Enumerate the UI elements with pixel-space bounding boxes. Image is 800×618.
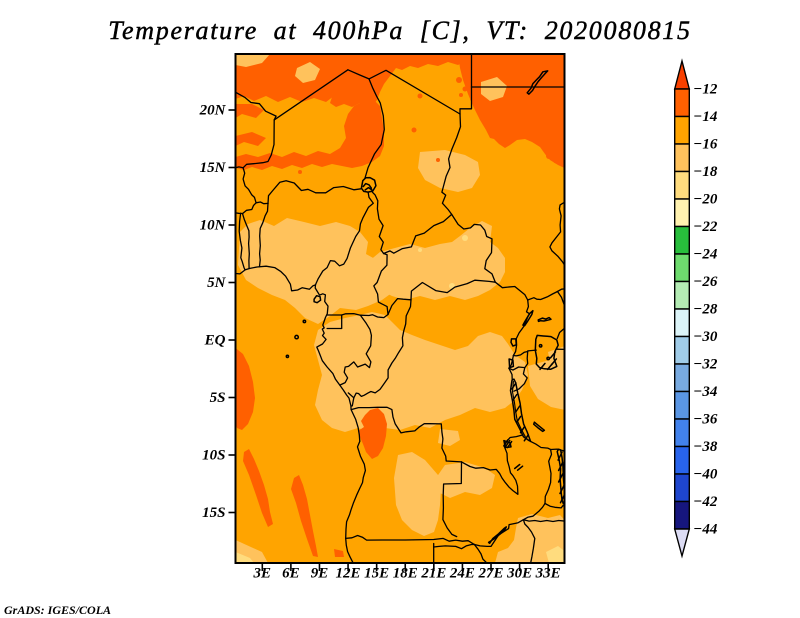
svg-text:5S: 5S <box>210 390 226 406</box>
svg-text:21E: 21E <box>420 566 446 582</box>
svg-text:10N: 10N <box>200 218 227 234</box>
svg-text:−44: −44 <box>693 522 718 538</box>
svg-text:18E: 18E <box>393 566 418 582</box>
svg-text:Temperature at 400hPa [C], VT:: Temperature at 400hPa [C], VT: 202008081… <box>108 16 691 45</box>
svg-text:−20: −20 <box>693 192 718 208</box>
svg-text:6E: 6E <box>282 566 300 582</box>
svg-text:−34: −34 <box>693 384 718 400</box>
svg-text:20N: 20N <box>199 103 227 119</box>
svg-text:3E: 3E <box>253 566 272 582</box>
svg-text:−28: −28 <box>693 302 718 318</box>
svg-text:EQ: EQ <box>204 333 226 349</box>
svg-text:27E: 27E <box>478 566 504 582</box>
svg-text:5N: 5N <box>207 275 227 291</box>
svg-text:−16: −16 <box>693 137 718 153</box>
svg-text:24E: 24E <box>449 566 475 582</box>
svg-text:−42: −42 <box>693 494 718 510</box>
svg-text:−12: −12 <box>693 82 718 98</box>
svg-text:GrADS: IGES/COLA: GrADS: IGES/COLA <box>4 603 111 617</box>
svg-text:−38: −38 <box>693 439 718 455</box>
svg-text:−24: −24 <box>693 247 718 263</box>
svg-text:15E: 15E <box>364 566 389 582</box>
svg-text:−30: −30 <box>693 329 718 345</box>
svg-text:15N: 15N <box>200 160 227 176</box>
svg-text:9E: 9E <box>311 566 329 582</box>
svg-text:−32: −32 <box>693 357 718 373</box>
svg-text:−26: −26 <box>693 274 718 290</box>
svg-text:−36: −36 <box>693 412 718 428</box>
svg-text:30E: 30E <box>506 566 532 582</box>
svg-text:15S: 15S <box>202 505 225 521</box>
svg-text:−22: −22 <box>693 219 718 235</box>
svg-text:−18: −18 <box>693 164 718 180</box>
svg-text:33E: 33E <box>535 566 561 582</box>
svg-text:−14: −14 <box>693 109 718 125</box>
svg-text:12E: 12E <box>336 566 361 582</box>
svg-text:−40: −40 <box>693 467 718 483</box>
svg-text:10S: 10S <box>202 448 225 464</box>
